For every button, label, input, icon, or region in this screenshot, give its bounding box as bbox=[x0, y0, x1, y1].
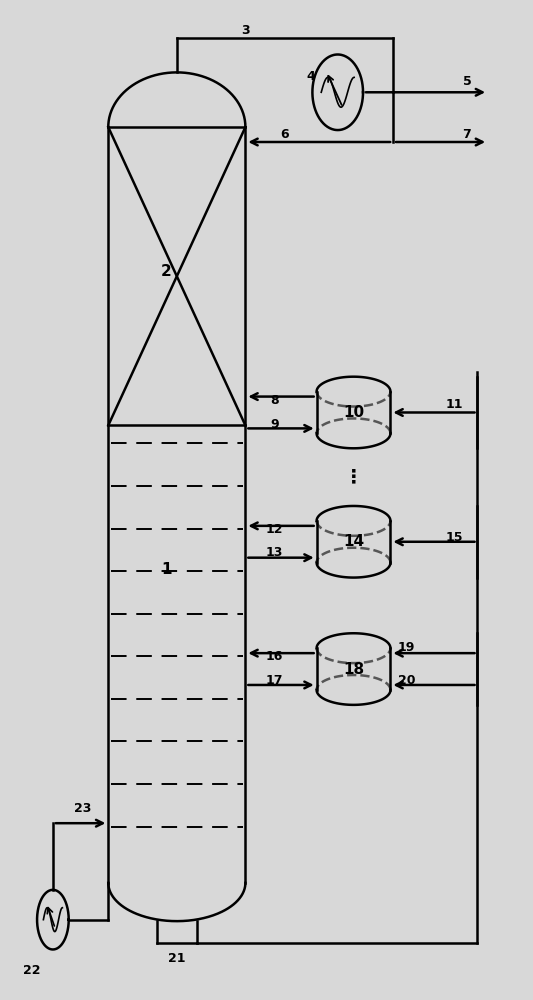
Text: 16: 16 bbox=[266, 650, 283, 663]
Text: 4: 4 bbox=[306, 70, 315, 83]
Text: 21: 21 bbox=[168, 952, 185, 965]
Text: 22: 22 bbox=[23, 964, 41, 977]
Text: 18: 18 bbox=[343, 662, 364, 677]
Text: 5: 5 bbox=[463, 75, 471, 88]
Text: 11: 11 bbox=[446, 398, 463, 411]
Text: 9: 9 bbox=[270, 418, 279, 431]
Text: 12: 12 bbox=[265, 523, 283, 536]
Text: 23: 23 bbox=[74, 802, 91, 815]
Text: 10: 10 bbox=[343, 405, 364, 420]
Text: 6: 6 bbox=[281, 128, 289, 141]
Text: 7: 7 bbox=[463, 128, 471, 141]
Text: 1: 1 bbox=[161, 562, 172, 577]
Text: 2: 2 bbox=[161, 264, 172, 279]
Text: 17: 17 bbox=[265, 674, 283, 687]
Text: ⋮: ⋮ bbox=[344, 468, 364, 487]
Text: 3: 3 bbox=[241, 24, 250, 37]
Text: 13: 13 bbox=[266, 546, 283, 559]
Text: 20: 20 bbox=[398, 674, 415, 687]
Text: 8: 8 bbox=[270, 394, 279, 407]
Text: 14: 14 bbox=[343, 534, 364, 549]
Text: 19: 19 bbox=[398, 641, 415, 654]
Text: 15: 15 bbox=[446, 531, 463, 544]
